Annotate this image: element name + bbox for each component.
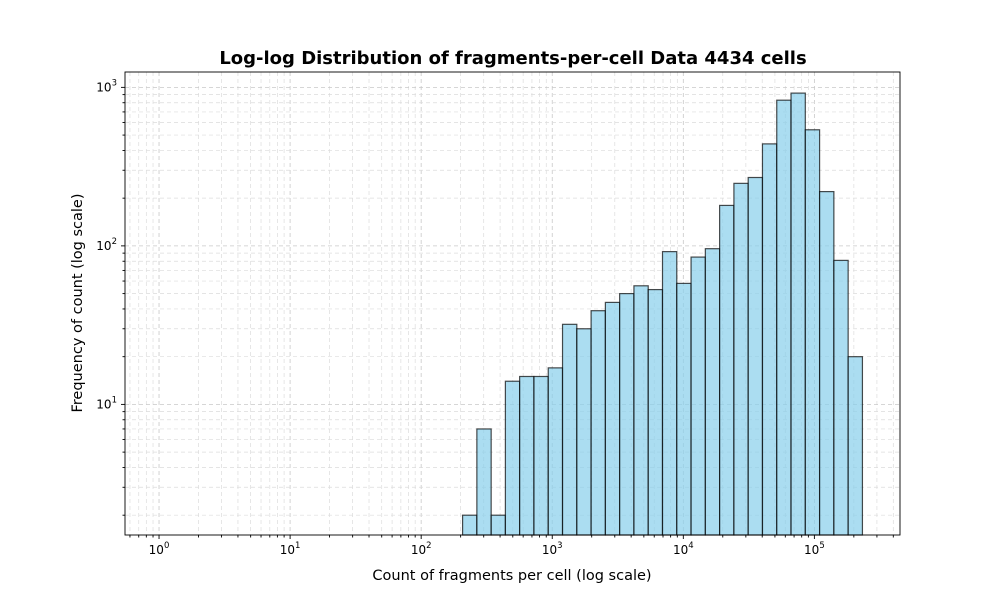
histogram-bar [604, 301, 621, 536]
histogram-bar [476, 428, 492, 536]
x-tick-label: 102 [411, 541, 432, 557]
histogram-bar [490, 514, 506, 536]
y-axis-label: Frequency of count (log scale) [70, 193, 86, 412]
histogram-bar [747, 176, 764, 536]
histogram-bar [690, 256, 706, 536]
histogram-bar [776, 99, 792, 536]
histogram-bar [818, 190, 835, 536]
histogram-bar [761, 143, 778, 536]
x-tick-label: 104 [673, 541, 694, 557]
histogram-bars [461, 92, 864, 536]
histogram-bar [590, 310, 606, 536]
x-tick-labels: 100 101 102 103 104 105 [149, 541, 825, 557]
histogram-bar [790, 92, 806, 536]
histogram-bar [647, 288, 664, 536]
histogram-bar [561, 323, 578, 536]
histogram-bar [847, 356, 864, 536]
histogram-bar [719, 204, 735, 536]
histogram-bar [504, 380, 521, 536]
histogram-bar [547, 367, 564, 536]
y-tick-labels: 101 102 103 [96, 78, 117, 411]
chart-title: Log-log Distribution of fragments-per-ce… [219, 48, 806, 69]
histogram-bar [576, 328, 592, 536]
histogram-bar [733, 182, 749, 536]
histogram-bar [633, 285, 649, 536]
y-tick-label: 103 [96, 78, 117, 94]
histogram-bar [661, 251, 678, 536]
x-axis-label: Count of fragments per cell (log scale) [372, 568, 651, 584]
x-tick-label: 100 [149, 541, 170, 557]
y-tick-label: 101 [96, 395, 117, 411]
histogram-bar [619, 292, 635, 536]
x-tick-label: 103 [542, 541, 563, 557]
histogram-bar [533, 375, 549, 536]
histogram-bar [704, 248, 721, 536]
histogram-bar [804, 129, 821, 536]
histogram-bar [833, 259, 849, 536]
histogram-bar [676, 282, 692, 536]
x-tick-label: 101 [280, 541, 301, 557]
axis-ticks [121, 86, 894, 539]
histogram-bar [519, 375, 535, 536]
x-tick-label: 105 [804, 541, 825, 557]
histogram-bar [461, 514, 478, 536]
y-tick-label: 102 [96, 237, 117, 253]
